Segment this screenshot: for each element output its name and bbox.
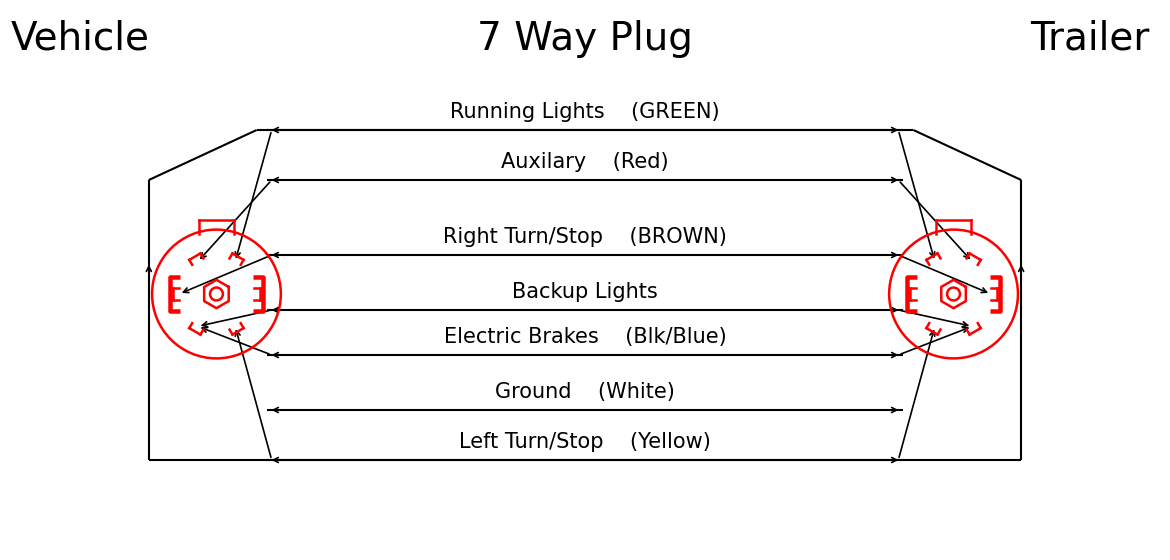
Text: Right Turn/Stop    (BROWN): Right Turn/Stop (BROWN) <box>443 227 727 247</box>
Text: 7 Way Plug: 7 Way Plug <box>477 20 693 58</box>
Text: Vehicle: Vehicle <box>11 20 150 58</box>
Text: Backup Lights: Backup Lights <box>512 282 658 302</box>
Text: Left Turn/Stop    (Yellow): Left Turn/Stop (Yellow) <box>459 432 711 452</box>
Text: Ground    (White): Ground (White) <box>495 382 675 402</box>
Text: Running Lights    (GREEN): Running Lights (GREEN) <box>450 102 720 122</box>
Text: Auxilary    (Red): Auxilary (Red) <box>501 152 669 172</box>
Text: Electric Brakes    (Blk/Blue): Electric Brakes (Blk/Blue) <box>443 327 727 347</box>
Text: Trailer: Trailer <box>1031 20 1150 58</box>
